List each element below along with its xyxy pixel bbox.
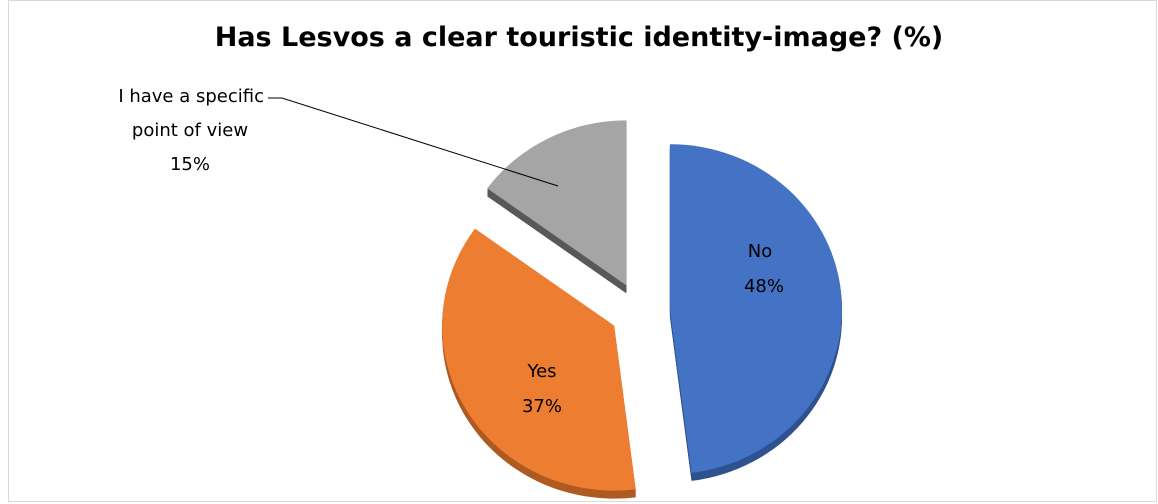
- slice-label-yes-value: 37%: [522, 396, 562, 417]
- pie-slices: [442, 120, 842, 499]
- external-label-line-3: 15%: [170, 154, 210, 175]
- slice-label-no-name: No: [748, 241, 772, 262]
- pie-slice-no: [669, 144, 842, 473]
- external-label-line-1: I have a specific: [118, 86, 264, 107]
- pie-labels: No 48% Yes 37% I have a specific point o…: [118, 86, 784, 417]
- pie-slice-i-have-a-specific-point-of-view: [487, 120, 627, 286]
- external-label-line-2: point of view: [132, 120, 248, 141]
- slice-label-no-value: 48%: [744, 276, 784, 297]
- pie-slice-yes: [442, 228, 636, 491]
- chart-title: Has Lesvos a clear touristic identity-im…: [214, 22, 944, 53]
- leader-line: [268, 97, 559, 187]
- slice-label-yes-name: Yes: [526, 361, 556, 382]
